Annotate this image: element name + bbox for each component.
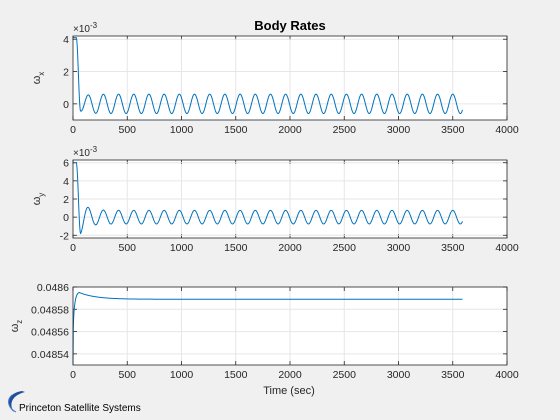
y-axis-label: ωx	[31, 72, 46, 85]
x-tick-label: 0	[70, 369, 76, 381]
x-tick-label: 4000	[495, 369, 519, 381]
x-tick-label: 500	[118, 242, 136, 254]
x-tick-label: 3000	[387, 124, 411, 136]
subplot-omega-x: 0 500 1000 1500 2000 2500 3000 3500 4000 0 2 4 ×10-3…	[31, 21, 519, 136]
company-logo: Princeton Satellite Systems	[8, 391, 141, 414]
x-tick-label: 1500	[224, 124, 248, 136]
y-tick-label: 6	[63, 158, 69, 170]
exponent-power: -3	[90, 145, 98, 154]
x-tick-label: 3500	[441, 369, 465, 381]
y-tick-label: 2	[63, 67, 69, 79]
x-tick-label: 1500	[224, 242, 248, 254]
x-tick-label: 1500	[224, 369, 248, 381]
x-tick-label: 500	[118, 369, 136, 381]
y-tick-label: 4	[63, 34, 69, 46]
y-tick-label: 0.04858	[31, 304, 69, 316]
series-line	[73, 37, 463, 115]
x-tick-label: 0	[70, 242, 76, 254]
exponent-base: ×10	[73, 24, 90, 35]
logo-text: Princeton Satellite Systems	[19, 403, 141, 414]
y-exponent-label: ×10-3	[73, 145, 98, 159]
x-axis-label: Time (sec)	[263, 385, 315, 397]
x-tick-label: 2500	[333, 242, 357, 254]
y-label-subscript: z	[15, 320, 24, 324]
y-tick-label: 0.0486	[37, 282, 69, 294]
x-tick-label: 3000	[387, 369, 411, 381]
y-label-symbol: ω	[31, 75, 43, 84]
logo-arc-icon	[8, 394, 17, 413]
y-label-subscript: x	[37, 72, 46, 76]
x-tick-label: 2500	[333, 124, 357, 136]
exponent-power: -3	[90, 21, 98, 30]
exponent-base: ×10	[73, 148, 90, 159]
y-tick-label: 0.04856	[31, 327, 69, 339]
y-axis-label: ωz	[9, 320, 24, 333]
logo-swoosh-icon	[8, 391, 25, 412]
subplot-omega-y: 0 500 1000 1500 2000 2500 3000 3500 4000-20246×1…	[31, 145, 519, 254]
y-tick-label: 2	[63, 194, 69, 206]
y-label-subscript: y	[37, 193, 46, 197]
y-label-symbol: ω	[31, 196, 43, 205]
x-tick-label: 2000	[278, 242, 302, 254]
x-tick-label: 3500	[441, 124, 465, 136]
x-tick-label: 500	[118, 124, 136, 136]
x-tick-label: 1000	[170, 124, 194, 136]
y-tick-label: 0.04854	[31, 349, 69, 361]
x-tick-label: 2000	[278, 369, 302, 381]
axes-box	[72, 35, 508, 121]
y-tick-label: 0	[63, 212, 69, 224]
x-tick-label: 1000	[170, 242, 194, 254]
y-tick-label: -2	[60, 230, 69, 242]
y-tick-label: 0	[63, 99, 69, 111]
x-tick-label: 0	[70, 124, 76, 136]
series-line	[72, 292, 463, 366]
x-tick-label: 4000	[495, 242, 519, 254]
x-tick-label: 3000	[387, 242, 411, 254]
x-tick-label: 1000	[170, 369, 194, 381]
x-tick-label: 2500	[333, 369, 357, 381]
y-exponent-label: ×10-3	[73, 21, 98, 35]
figure-title: Body Rates	[254, 18, 326, 33]
series-line	[73, 162, 463, 235]
axes-box	[72, 159, 508, 239]
y-tick-label: 4	[63, 176, 69, 188]
x-tick-label: 2000	[278, 124, 302, 136]
x-tick-label: 4000	[495, 124, 519, 136]
y-label-symbol: ω	[9, 323, 21, 332]
y-axis-label: ωy	[31, 193, 46, 206]
axes-box	[72, 286, 508, 366]
x-tick-label: 3500	[441, 242, 465, 254]
subplot-omega-z: 0 500 1000 1500 2000 2500 3000 3500 4000 0.04854 0…	[9, 282, 519, 381]
